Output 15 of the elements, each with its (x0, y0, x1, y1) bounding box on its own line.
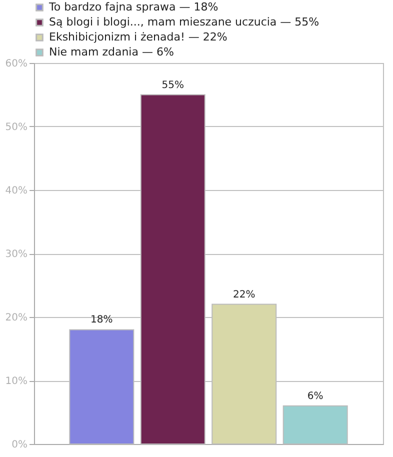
data-label: 18% (90, 314, 113, 326)
legend-label: Ekshibicjonizm i żenada! — 22% (49, 30, 228, 44)
y-tick-label: 20% (5, 312, 28, 324)
data-label: 55% (162, 80, 184, 91)
data-label: 22% (232, 289, 256, 300)
y-tick-label: 10% (5, 376, 28, 387)
legend-label: Nie mam zdania — 6% (49, 46, 174, 58)
y-tick-label: 30% (5, 249, 28, 260)
y-tick-label: 50% (5, 122, 28, 133)
y-tick-label: 0% (12, 440, 28, 450)
y-tick-label: 40% (5, 186, 28, 196)
y-tick-label: 60% (5, 58, 28, 70)
data-label: 6% (307, 390, 324, 402)
legend-label: Są blogi i blogi..., mam mieszane uczucia — 55% (49, 16, 320, 28)
legend-label: To bardzo fajna sprawa — 18% (48, 0, 218, 14)
